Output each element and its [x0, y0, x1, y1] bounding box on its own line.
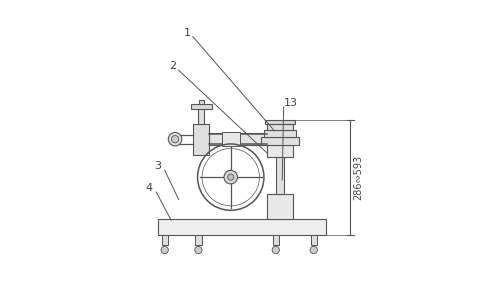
- Bar: [162, 235, 168, 245]
- Bar: [267, 145, 293, 157]
- Circle shape: [161, 246, 168, 254]
- Bar: [264, 130, 296, 137]
- Bar: [272, 235, 279, 245]
- Text: 286∾593: 286∾593: [353, 154, 363, 200]
- Circle shape: [310, 246, 318, 254]
- Bar: [261, 137, 299, 145]
- Bar: [311, 235, 317, 245]
- Bar: [198, 108, 204, 124]
- Text: 2: 2: [169, 61, 176, 71]
- Bar: [193, 124, 209, 155]
- Bar: [191, 104, 212, 109]
- Bar: [222, 132, 240, 147]
- Circle shape: [171, 135, 179, 143]
- Bar: [267, 194, 293, 219]
- Bar: [267, 124, 293, 130]
- Bar: [265, 120, 295, 124]
- Text: 4: 4: [146, 183, 153, 193]
- Text: 13: 13: [283, 98, 297, 108]
- Bar: [196, 235, 201, 245]
- Circle shape: [227, 174, 234, 180]
- Text: 3: 3: [154, 161, 161, 171]
- Circle shape: [168, 132, 182, 146]
- Circle shape: [195, 246, 202, 254]
- Bar: [276, 157, 284, 194]
- Bar: [199, 100, 204, 104]
- Bar: [209, 133, 267, 145]
- Circle shape: [224, 170, 238, 184]
- Bar: [158, 219, 326, 235]
- Text: 1: 1: [183, 28, 191, 38]
- Circle shape: [272, 246, 279, 254]
